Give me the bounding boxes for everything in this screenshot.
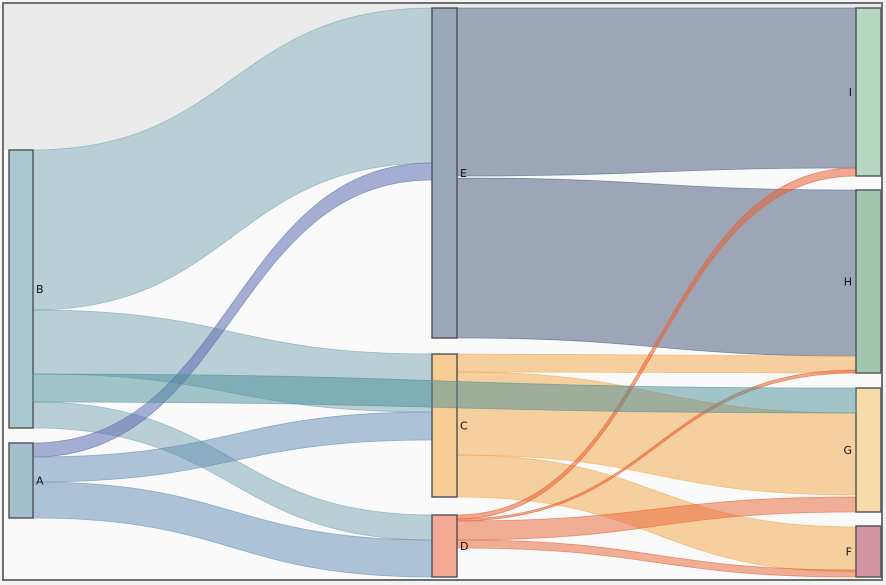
node-H[interactable] <box>855 189 882 374</box>
node-F[interactable] <box>855 525 882 578</box>
node-label-A: A <box>36 475 44 488</box>
node-label-G: G <box>843 444 852 457</box>
node-C[interactable] <box>431 353 458 498</box>
node-I[interactable] <box>855 7 882 177</box>
background-top-left-region <box>4 4 881 150</box>
node-label-I: I <box>849 86 852 99</box>
node-label-F: F <box>846 546 852 559</box>
link-E-I[interactable] <box>456 7 857 177</box>
link-C-H[interactable] <box>456 353 857 374</box>
node-D[interactable] <box>431 514 458 578</box>
node-B[interactable] <box>8 149 34 429</box>
link-B-G[interactable] <box>32 373 857 414</box>
node-label-B: B <box>36 283 44 296</box>
node-label-H: H <box>844 276 852 289</box>
node-label-D: D <box>460 540 468 553</box>
node-G[interactable] <box>855 387 882 513</box>
node-label-C: C <box>460 420 468 433</box>
node-label-E: E <box>460 167 467 180</box>
node-A[interactable] <box>8 442 34 519</box>
node-E[interactable] <box>431 7 458 339</box>
link-E-H[interactable] <box>456 177 857 357</box>
